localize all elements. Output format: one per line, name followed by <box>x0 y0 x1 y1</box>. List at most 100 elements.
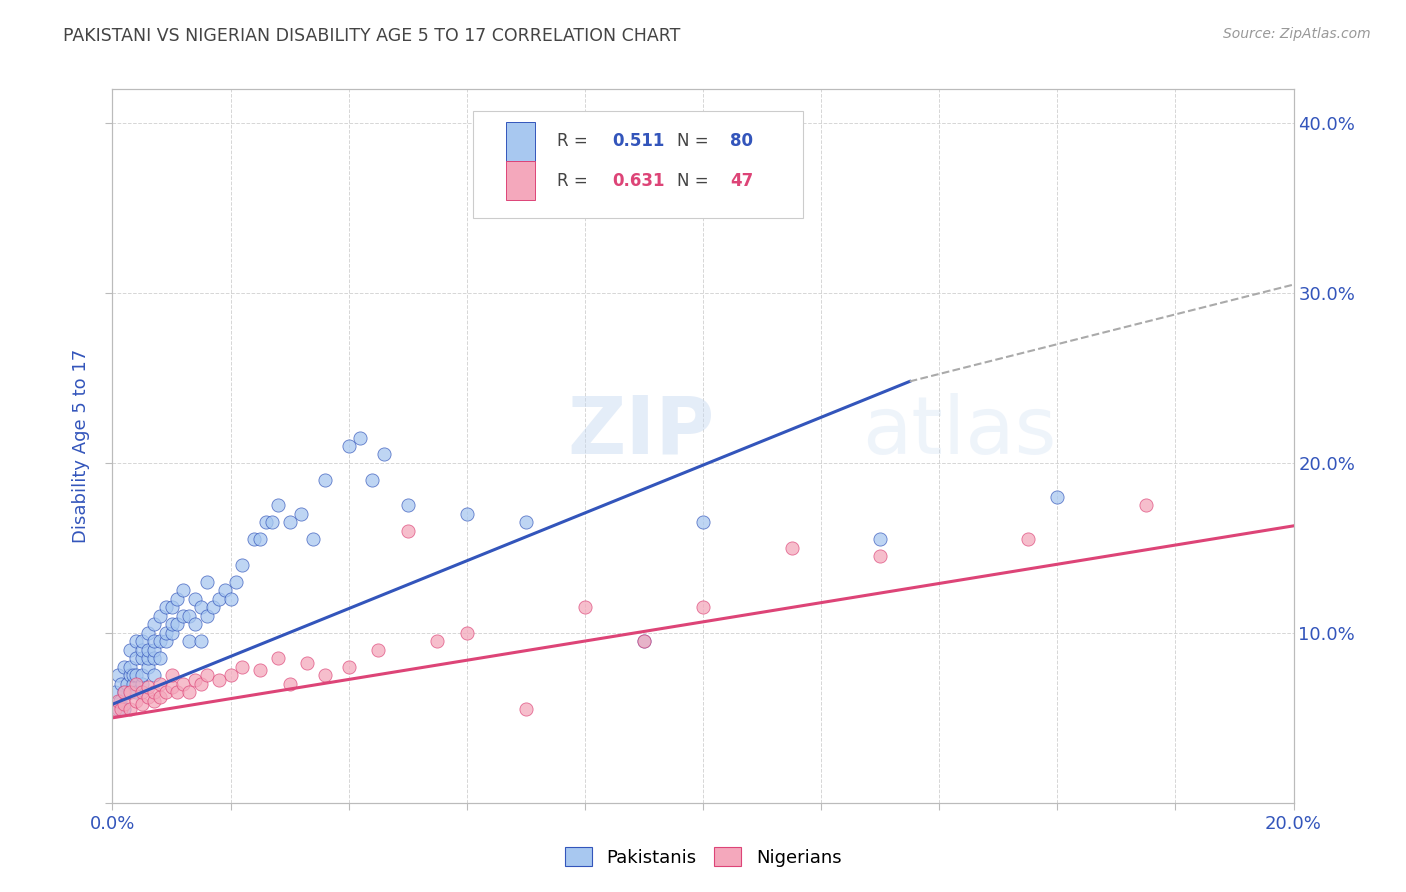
Text: PAKISTANI VS NIGERIAN DISABILITY AGE 5 TO 17 CORRELATION CHART: PAKISTANI VS NIGERIAN DISABILITY AGE 5 T… <box>63 27 681 45</box>
Point <box>125 677 148 691</box>
Point <box>574 600 596 615</box>
Point <box>166 591 188 606</box>
Point <box>179 608 201 623</box>
Point <box>1017 533 1039 547</box>
Point <box>155 600 177 615</box>
Point <box>692 516 714 530</box>
Point <box>396 499 419 513</box>
Point <box>231 558 253 572</box>
Point <box>243 533 266 547</box>
Point <box>142 617 165 632</box>
Point <box>136 643 159 657</box>
Point <box>107 694 129 708</box>
Point <box>179 685 201 699</box>
FancyBboxPatch shape <box>472 111 803 218</box>
Point <box>314 473 336 487</box>
Point <box>110 702 132 716</box>
Point <box>149 690 172 705</box>
Point <box>136 660 159 674</box>
Text: 47: 47 <box>730 171 754 189</box>
Point <box>149 608 172 623</box>
Point <box>104 685 127 699</box>
Point <box>633 634 655 648</box>
Point <box>190 634 212 648</box>
Point <box>260 516 283 530</box>
Point <box>254 516 277 530</box>
Point <box>172 677 194 691</box>
Point <box>231 660 253 674</box>
Point <box>195 668 218 682</box>
Point <box>337 660 360 674</box>
Point <box>361 473 384 487</box>
Point <box>201 600 224 615</box>
Point <box>456 626 478 640</box>
FancyBboxPatch shape <box>506 121 536 161</box>
Point <box>136 680 159 694</box>
Point <box>249 663 271 677</box>
Point <box>131 643 153 657</box>
Point <box>184 673 207 688</box>
Point <box>267 499 290 513</box>
Point <box>302 533 325 547</box>
Point <box>131 685 153 699</box>
Point <box>314 668 336 682</box>
Point <box>149 677 172 691</box>
Point <box>190 677 212 691</box>
Point <box>149 634 172 648</box>
Point <box>869 549 891 564</box>
Point <box>456 507 478 521</box>
Point <box>122 677 145 691</box>
Point <box>337 439 360 453</box>
Point <box>869 533 891 547</box>
Point <box>112 685 135 699</box>
Point <box>125 694 148 708</box>
Point <box>780 541 803 555</box>
Point <box>195 608 218 623</box>
Point <box>131 651 153 665</box>
Point <box>166 685 188 699</box>
Text: Source: ZipAtlas.com: Source: ZipAtlas.com <box>1223 27 1371 41</box>
Point <box>112 685 135 699</box>
Point <box>179 634 201 648</box>
Point <box>107 668 129 682</box>
Point <box>120 660 142 674</box>
Point <box>219 668 242 682</box>
Point <box>373 448 395 462</box>
Point <box>142 634 165 648</box>
Text: R =: R = <box>557 132 592 150</box>
Point <box>136 626 159 640</box>
Text: N =: N = <box>678 171 714 189</box>
Text: 80: 80 <box>730 132 754 150</box>
Point <box>131 698 153 712</box>
Point <box>367 643 389 657</box>
Text: 0.511: 0.511 <box>612 132 665 150</box>
Point <box>120 643 142 657</box>
Point <box>125 668 148 682</box>
Point <box>117 677 138 691</box>
Point <box>208 591 231 606</box>
Point <box>278 677 301 691</box>
Point <box>160 617 183 632</box>
Point <box>1046 490 1069 504</box>
Point <box>131 677 153 691</box>
Point <box>515 516 537 530</box>
Point <box>112 660 135 674</box>
Point <box>290 507 312 521</box>
Point <box>125 685 148 699</box>
Point <box>426 634 449 648</box>
Point <box>208 673 231 688</box>
Point <box>692 600 714 615</box>
Point <box>108 694 131 708</box>
Point <box>142 643 165 657</box>
Point <box>120 685 142 699</box>
Point <box>125 634 148 648</box>
Point <box>131 668 153 682</box>
Point <box>160 668 183 682</box>
Point <box>297 657 319 671</box>
Point <box>214 583 236 598</box>
Point <box>136 690 159 705</box>
Text: atlas: atlas <box>862 392 1057 471</box>
Point <box>104 702 127 716</box>
Point <box>155 626 177 640</box>
Point <box>1135 499 1157 513</box>
